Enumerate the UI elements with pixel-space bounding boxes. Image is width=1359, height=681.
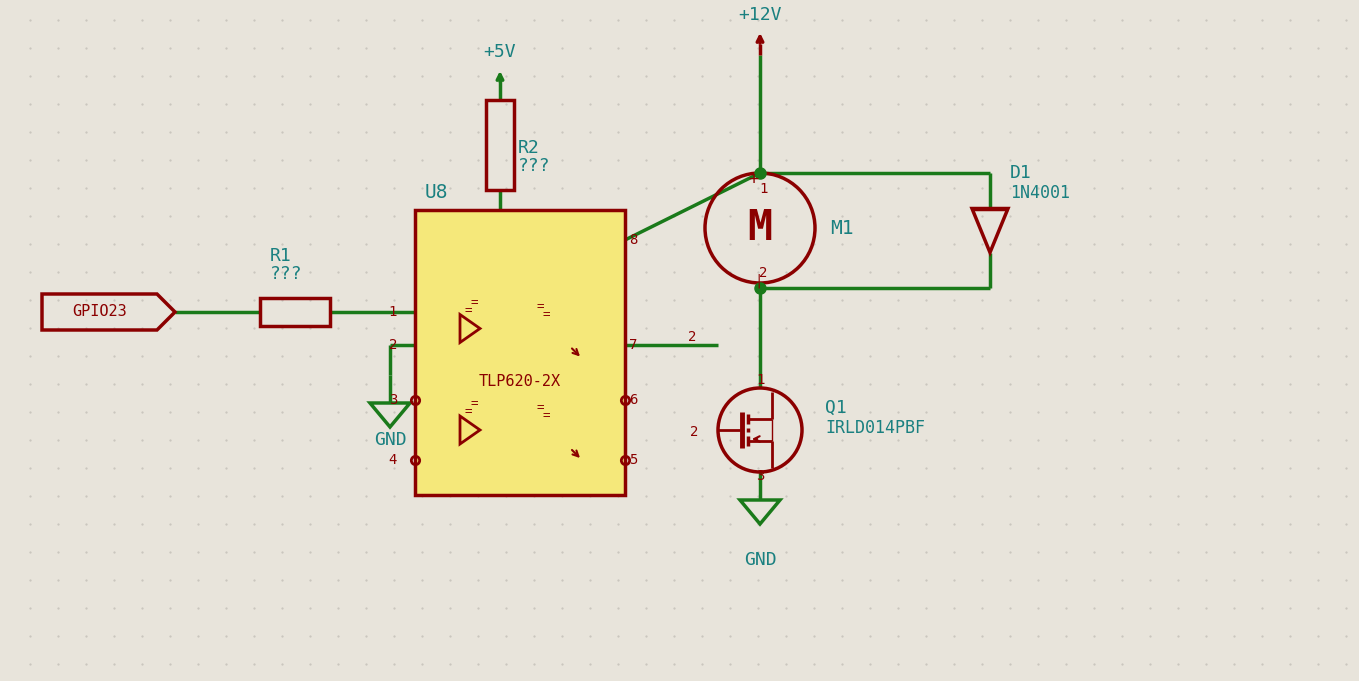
Text: 2: 2 <box>688 330 696 344</box>
Text: U8: U8 <box>425 183 448 202</box>
Bar <box>487 100 514 190</box>
Text: 2: 2 <box>689 425 699 439</box>
Text: TLP620-2X: TLP620-2X <box>478 375 561 390</box>
Text: R1: R1 <box>270 247 292 265</box>
Bar <box>414 210 625 495</box>
Text: =: = <box>470 296 478 309</box>
Text: 3: 3 <box>389 393 397 407</box>
Text: 1: 1 <box>389 305 397 319</box>
Text: +12V: +12V <box>738 6 781 24</box>
Text: +: + <box>747 170 758 188</box>
Text: =: = <box>537 402 544 415</box>
Text: 5: 5 <box>629 453 637 467</box>
Text: |: | <box>754 274 764 288</box>
Text: =: = <box>542 308 550 321</box>
Text: 1: 1 <box>756 373 764 387</box>
Text: 1N4001: 1N4001 <box>1010 184 1070 202</box>
Text: =: = <box>542 409 550 422</box>
Text: 7: 7 <box>629 338 637 352</box>
Text: D1: D1 <box>1010 164 1031 182</box>
Text: GND: GND <box>743 551 776 569</box>
Text: =: = <box>537 300 544 313</box>
Text: =: = <box>470 398 478 411</box>
Text: ???: ??? <box>270 265 303 283</box>
Text: 1: 1 <box>758 182 768 196</box>
Text: ???: ??? <box>518 157 550 175</box>
Text: 2: 2 <box>758 266 768 280</box>
Text: =: = <box>465 405 472 419</box>
Text: M: M <box>747 207 772 249</box>
Text: +5V: +5V <box>484 43 516 61</box>
Text: 3: 3 <box>756 469 764 483</box>
Text: 6: 6 <box>629 393 637 407</box>
Text: R2: R2 <box>518 139 540 157</box>
Text: 4: 4 <box>389 453 397 467</box>
Text: IRLD014PBF: IRLD014PBF <box>825 419 925 437</box>
Text: M1: M1 <box>830 219 853 238</box>
Text: Q1: Q1 <box>825 399 847 417</box>
Text: 2: 2 <box>389 338 397 352</box>
Text: 8: 8 <box>629 233 637 247</box>
Text: GPIO23: GPIO23 <box>72 304 126 319</box>
Text: GND: GND <box>374 431 406 449</box>
Bar <box>260 298 330 326</box>
Text: =: = <box>465 304 472 317</box>
